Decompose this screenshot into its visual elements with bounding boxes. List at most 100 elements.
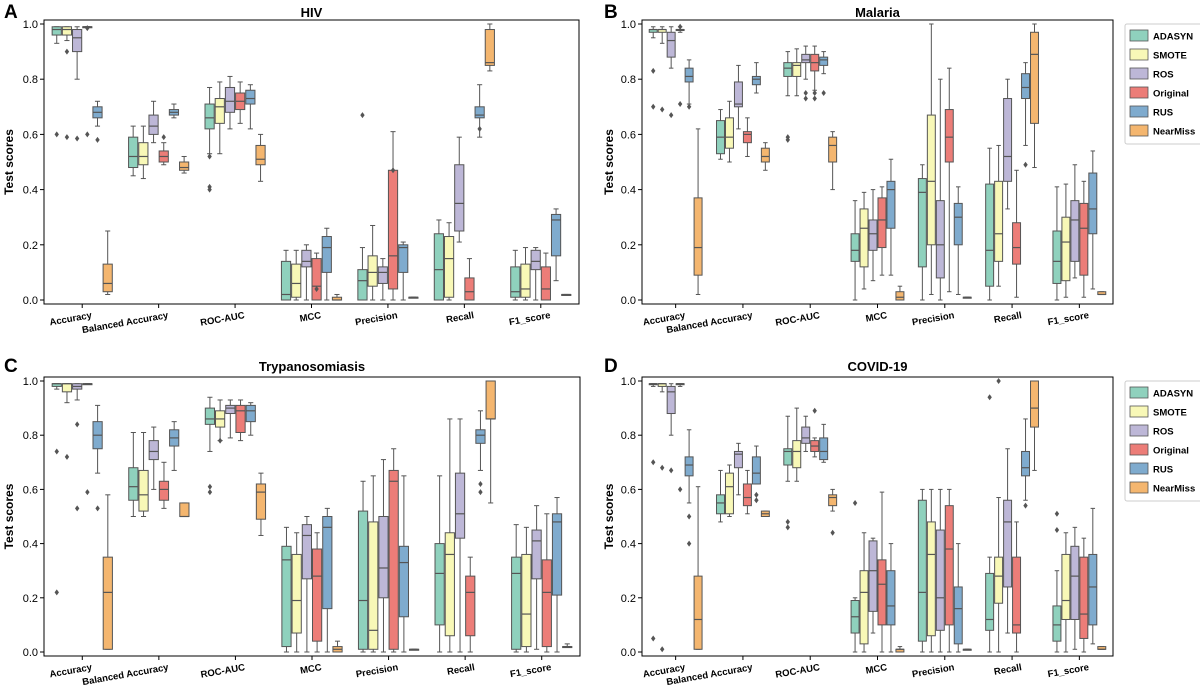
box-iqr [128, 467, 139, 501]
outlier-point [754, 497, 759, 504]
box-nearmiss-mcc [895, 646, 905, 653]
box-ros-mcc [868, 537, 878, 634]
chart-title: Trypanosomiasis [259, 359, 365, 374]
box-iqr [926, 521, 936, 637]
box-original-recall [1012, 169, 1022, 298]
box-nearmiss-recall [485, 380, 496, 504]
box-smote-f1-score [521, 526, 532, 653]
box-nearmiss-balanced-accuracy [760, 142, 770, 171]
outlier-point [852, 499, 858, 506]
x-tick-label: Precision [911, 310, 955, 328]
y-tick-label: 0.2 [23, 593, 38, 605]
y-tick-label: 1.0 [23, 19, 38, 31]
x-tick-label: Recall [446, 662, 475, 678]
outlier-point [314, 285, 319, 292]
legend-label: SMOTE [1153, 51, 1187, 62]
y-tick-label: 0.0 [621, 647, 636, 659]
box-iqr [148, 114, 159, 135]
box-iqr [684, 456, 694, 477]
box-iqr [985, 572, 995, 631]
box-nearmiss-mcc [332, 640, 343, 653]
outlier-point [651, 103, 656, 110]
box-ros-f1-score [1070, 526, 1080, 650]
box-adasyn-roc-auc [783, 415, 793, 531]
x-tick-label: F1_score [1047, 310, 1090, 328]
box-iqr [72, 29, 83, 53]
box-adasyn-f1-score [510, 249, 521, 301]
box-nearmiss-accuracy [102, 494, 113, 650]
legend-swatch [1129, 386, 1149, 399]
box-iqr [387, 169, 399, 290]
chart-title: Malaria [855, 5, 901, 20]
box-iqr [235, 404, 246, 433]
outlier-point [987, 394, 992, 401]
plot-frame [43, 19, 580, 305]
legend-swatch [1129, 481, 1149, 494]
box-smote-recall [994, 144, 1004, 287]
box-iqr [454, 472, 466, 539]
box-rus-roc-auc [819, 423, 829, 463]
box-adasyn-recall [985, 147, 995, 301]
outlier-point [478, 489, 483, 496]
box-iqr [454, 164, 465, 232]
y-axis-label: Test scores [602, 129, 616, 195]
box-iqr [301, 249, 312, 268]
box-iqr [1052, 605, 1062, 642]
outlier-point [812, 407, 817, 414]
box-iqr [521, 553, 532, 648]
x-tick-label: F1_score [508, 310, 551, 328]
box-iqr [1061, 216, 1071, 282]
box-iqr [1070, 200, 1080, 262]
box-rus-f1-score [1088, 507, 1098, 645]
box-ros-recall [1003, 78, 1013, 210]
box-iqr [484, 29, 495, 66]
box-iqr [1088, 553, 1098, 626]
box-adasyn-mcc [850, 499, 860, 653]
box-iqr [944, 505, 954, 626]
box-nearmiss-recall [1030, 23, 1039, 169]
box-original-recall [465, 556, 476, 653]
legend-label: Original [1153, 446, 1189, 457]
outlier-point [54, 448, 59, 455]
legend: ADASYN SMOTE ROS Original RUS NearMiss [1124, 380, 1200, 502]
legend-label: NearMiss [1153, 127, 1195, 138]
x-tick-label: Recall [993, 662, 1022, 678]
y-tick-label: 0.8 [23, 74, 38, 86]
outlier-point [74, 421, 80, 428]
x-tick-label: MCC [299, 310, 322, 325]
box-iqr [540, 266, 551, 301]
box-original-roc-auc [810, 45, 820, 102]
outlier-point [677, 101, 683, 108]
outlier-point [651, 67, 656, 74]
x-tick-label: ROC-AUC [775, 662, 821, 681]
box-rus-precision [398, 241, 409, 301]
x-tick-label: ROC-AUC [200, 310, 246, 329]
x-tick-label: MCC [865, 662, 888, 677]
outlier-point [54, 589, 59, 596]
legend-label: RUS [1153, 108, 1173, 119]
outlier-point [651, 459, 656, 466]
y-tick-label: 0.4 [621, 185, 636, 197]
box-iqr [953, 202, 963, 246]
x-tick-label: Precision [354, 310, 398, 328]
outlier-point [812, 95, 817, 102]
outlier-point [207, 489, 213, 496]
legend-swatch [1129, 48, 1149, 61]
y-tick-label: 0.6 [621, 484, 636, 496]
box-adasyn-f1-score [1052, 510, 1062, 653]
box-iqr [895, 291, 905, 301]
box-iqr [1012, 222, 1022, 265]
outlier-point [651, 635, 656, 642]
box-rus-f1-score [1088, 150, 1098, 290]
box-iqr [666, 385, 676, 415]
legend-swatch [1129, 424, 1149, 437]
legend-label: ADASYN [1153, 389, 1193, 400]
box-nearmiss-f1-score [562, 643, 573, 649]
box-iqr [742, 483, 752, 507]
box-ros-precision [935, 488, 945, 653]
chart-title: COVID-19 [848, 359, 908, 374]
x-tick-label: Recall [445, 310, 474, 326]
box-iqr [819, 56, 829, 66]
outlier-point [85, 25, 90, 32]
